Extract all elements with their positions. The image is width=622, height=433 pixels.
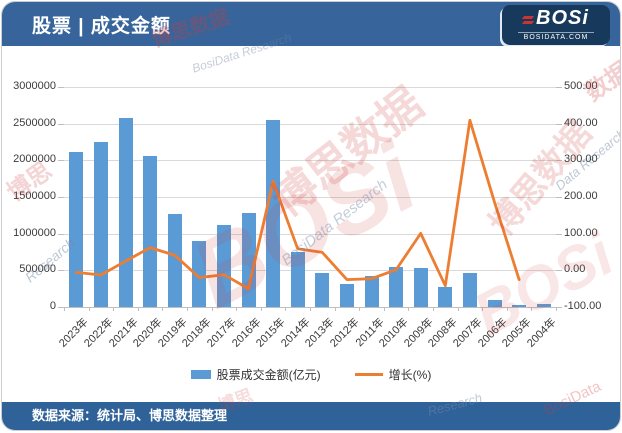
right-axis-tick	[556, 87, 562, 88]
x-tick	[187, 307, 188, 311]
x-tick	[556, 307, 557, 311]
y-axis-label-right: 100.00	[564, 226, 598, 239]
x-tick	[531, 307, 533, 311]
bar-2022年	[93, 142, 108, 307]
data-source-text: 数据来源：统计局、博思数据整理	[32, 408, 228, 423]
logo-text: BOSi	[536, 7, 589, 29]
y-axis-label-right: 500.00	[564, 80, 598, 92]
right-axis-tick	[556, 160, 562, 162]
bar-2006年	[487, 300, 502, 307]
left-axis-tick	[58, 233, 64, 235]
y-axis-label-right: -100.00	[564, 300, 602, 312]
y-axis-label-left: 1000000	[13, 226, 56, 239]
bar-2013年	[315, 272, 330, 307]
x-tick	[285, 307, 287, 311]
x-tick	[457, 307, 459, 311]
left-axis-tick	[58, 197, 64, 198]
bar-2020年	[143, 155, 158, 307]
x-tick	[310, 307, 311, 311]
legend-bar-label: 股票成交金额(亿元)	[216, 368, 321, 382]
right-axis-tick	[556, 123, 562, 125]
x-tick	[162, 307, 164, 311]
x-tick	[359, 307, 361, 311]
x-tick	[211, 307, 213, 311]
legend-item-growth: 增长(%)	[354, 366, 432, 383]
bar-2010年	[389, 267, 404, 307]
left-axis-tick	[58, 123, 64, 125]
legend-bar-swatch	[190, 370, 211, 379]
chart-legend: 股票成交金额(亿元) 增长(%)	[2, 366, 620, 383]
bar-2019年	[167, 213, 182, 307]
x-tick	[482, 307, 484, 311]
bar-2017年	[216, 224, 231, 307]
y-axis-label-left: 500000	[19, 263, 56, 276]
x-tick	[113, 307, 115, 311]
x-tick	[383, 307, 385, 311]
left-axis-tick	[58, 87, 64, 88]
x-tick	[260, 307, 262, 311]
bar-2005年	[512, 304, 527, 307]
gridline	[64, 87, 556, 88]
y-axis-label-right: 0.00	[564, 263, 586, 276]
right-axis-tick	[556, 307, 562, 308]
logo-subtext: BOSIDATA.COM	[518, 32, 594, 41]
bar-2009年	[413, 267, 428, 307]
left-axis-tick	[58, 307, 64, 308]
y-axis-label-left: 2000000	[13, 153, 56, 166]
x-tick	[137, 307, 139, 311]
bar-2011年	[364, 276, 379, 307]
plot-area: 2023年 2022年 2021年 2020年 2019年 2018年 2017年 2016年…	[57, 87, 562, 350]
bar-2014年	[290, 252, 305, 307]
page-title: 股票 | 成交金额	[32, 16, 171, 37]
x-tick	[506, 307, 508, 311]
bar-2018年	[192, 240, 207, 307]
left-axis-tick	[58, 160, 64, 162]
gridline	[64, 123, 556, 125]
bar-2012年	[339, 283, 354, 307]
growth-line	[74, 118, 521, 291]
x-tick	[88, 307, 90, 311]
gridline	[64, 160, 556, 162]
right-axis-tick	[556, 197, 562, 198]
x-tick	[64, 307, 65, 311]
left-axis-tick	[58, 270, 64, 272]
bar-2008年	[438, 287, 453, 307]
y-axis-label-right: 300.00	[564, 153, 598, 166]
x-tick	[334, 307, 336, 311]
y-axis-label-right: 400.00	[564, 116, 598, 129]
legend-item-amount: 股票成交金额(亿元)	[190, 366, 321, 383]
bar-2004年	[536, 303, 551, 307]
x-tick	[236, 307, 238, 311]
right-axis-tick	[556, 233, 562, 235]
gridline	[64, 197, 556, 198]
y-axis-label-left: 1500000	[13, 190, 56, 202]
chart-area: 2023年 2022年 2021年 2020年 2019年 2018年 2017年 2016年…	[2, 46, 620, 406]
bar-2007年	[462, 273, 477, 307]
x-tick	[433, 307, 434, 311]
x-tick	[408, 307, 410, 311]
gridline	[64, 233, 556, 235]
logo-slash-icon	[521, 14, 535, 26]
y-axis-label-left: 3000000	[13, 80, 56, 92]
bar-2023年	[69, 151, 84, 307]
y-axis-label-left: 2500000	[13, 116, 56, 129]
legend-line-label: 增长(%)	[388, 368, 432, 382]
bosi-logo: BOSi BOSIDATA.COM	[502, 5, 610, 45]
footer-bar: 数据来源：统计局、博思数据整理	[2, 402, 620, 430]
bar-2015年	[266, 120, 281, 307]
y-axis-label-left: 0	[49, 300, 56, 312]
bar-2016年	[241, 213, 256, 307]
y-axis-label-right: 200.00	[564, 190, 598, 202]
right-axis-tick	[556, 270, 562, 272]
gridline	[64, 270, 556, 272]
logo-top: BOSi	[502, 6, 610, 32]
legend-line-swatch	[354, 373, 383, 376]
